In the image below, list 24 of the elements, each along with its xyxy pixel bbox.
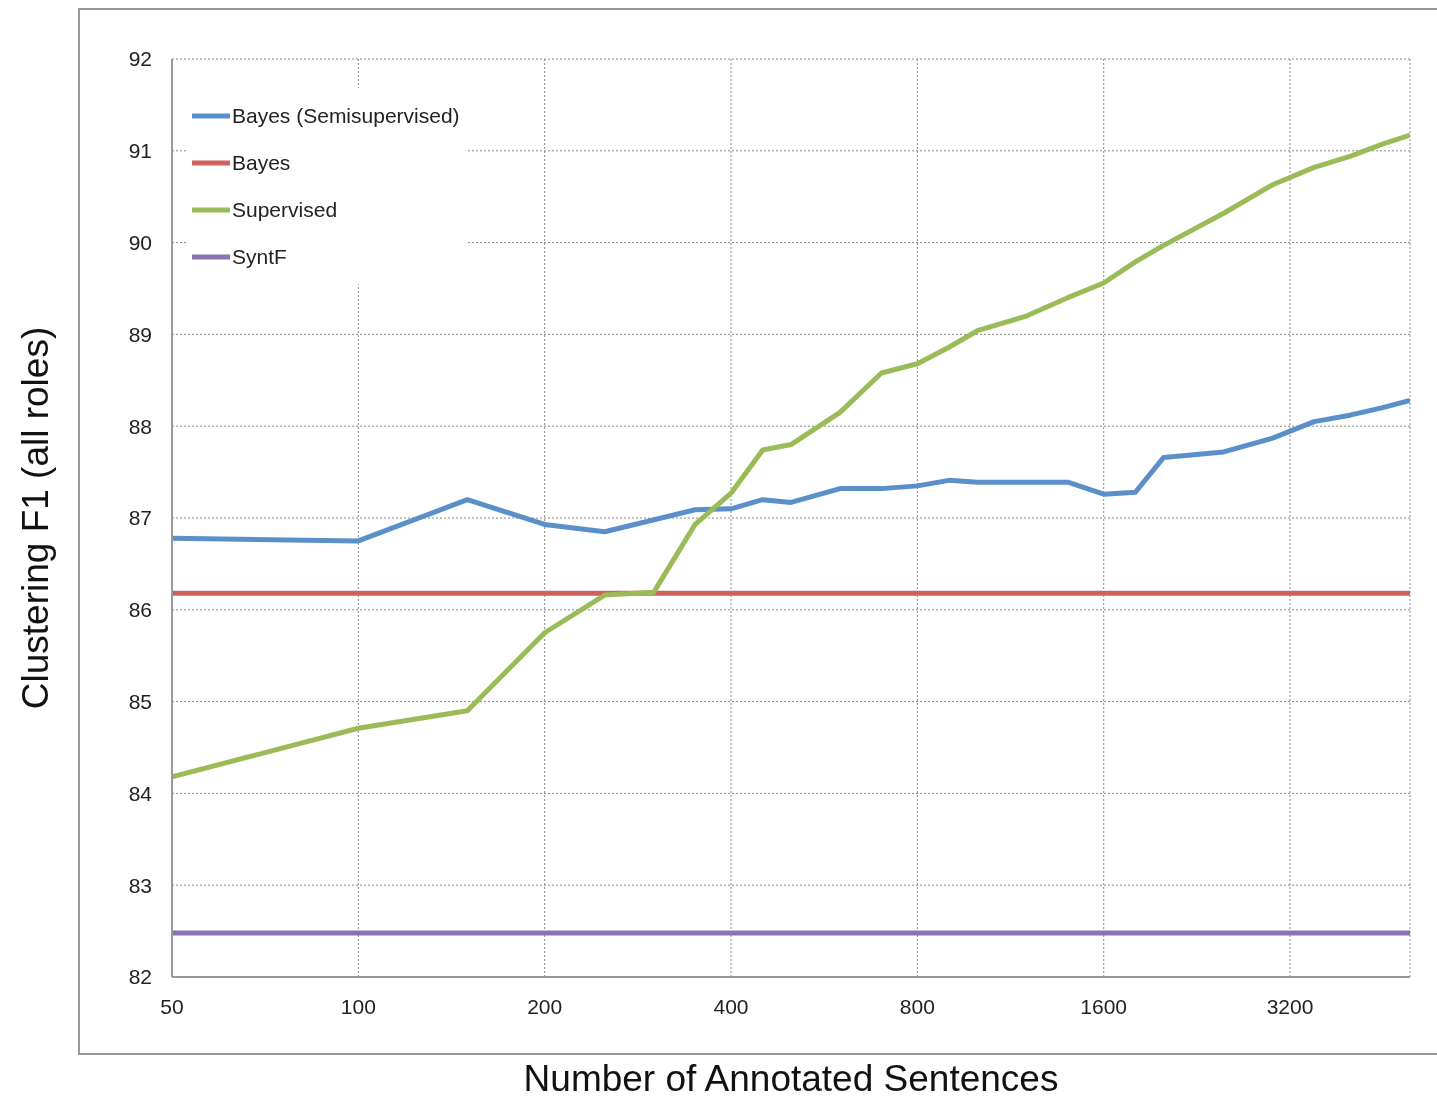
y-tick-label: 84	[128, 781, 153, 805]
x-tick-label: 800	[899, 994, 935, 1018]
y-tick-label: 83	[128, 873, 152, 897]
y-tick-label: 90	[128, 231, 152, 255]
y-tick-label: 91	[128, 139, 152, 163]
legend-label: Bayes	[232, 150, 291, 175]
legend-label: SyntF	[232, 244, 287, 269]
legend-label: Supervised	[232, 197, 338, 222]
y-tick-label: 88	[128, 414, 152, 438]
y-tick-label: 82	[128, 965, 152, 989]
y-tick-label: 92	[128, 47, 152, 71]
x-tick-label: 200	[527, 994, 563, 1018]
x-tick-label: 3200	[1266, 994, 1314, 1018]
x-tick-label: 400	[713, 994, 749, 1018]
x-tick-label: 1600	[1080, 994, 1128, 1018]
y-axis-title: Clustering F1 (all roles)	[14, 326, 56, 710]
x-tick-label: 50	[160, 994, 184, 1018]
y-tick-label: 87	[128, 506, 152, 530]
x-tick-label: 100	[340, 994, 376, 1018]
y-tick-label: 85	[128, 690, 152, 714]
legend-label: Bayes (Semisupervised)	[232, 103, 460, 128]
y-tick-label: 86	[128, 598, 152, 622]
y-tick-label: 89	[128, 322, 152, 346]
x-axis-title: Number of Annotated Sentences	[523, 1058, 1059, 1099]
